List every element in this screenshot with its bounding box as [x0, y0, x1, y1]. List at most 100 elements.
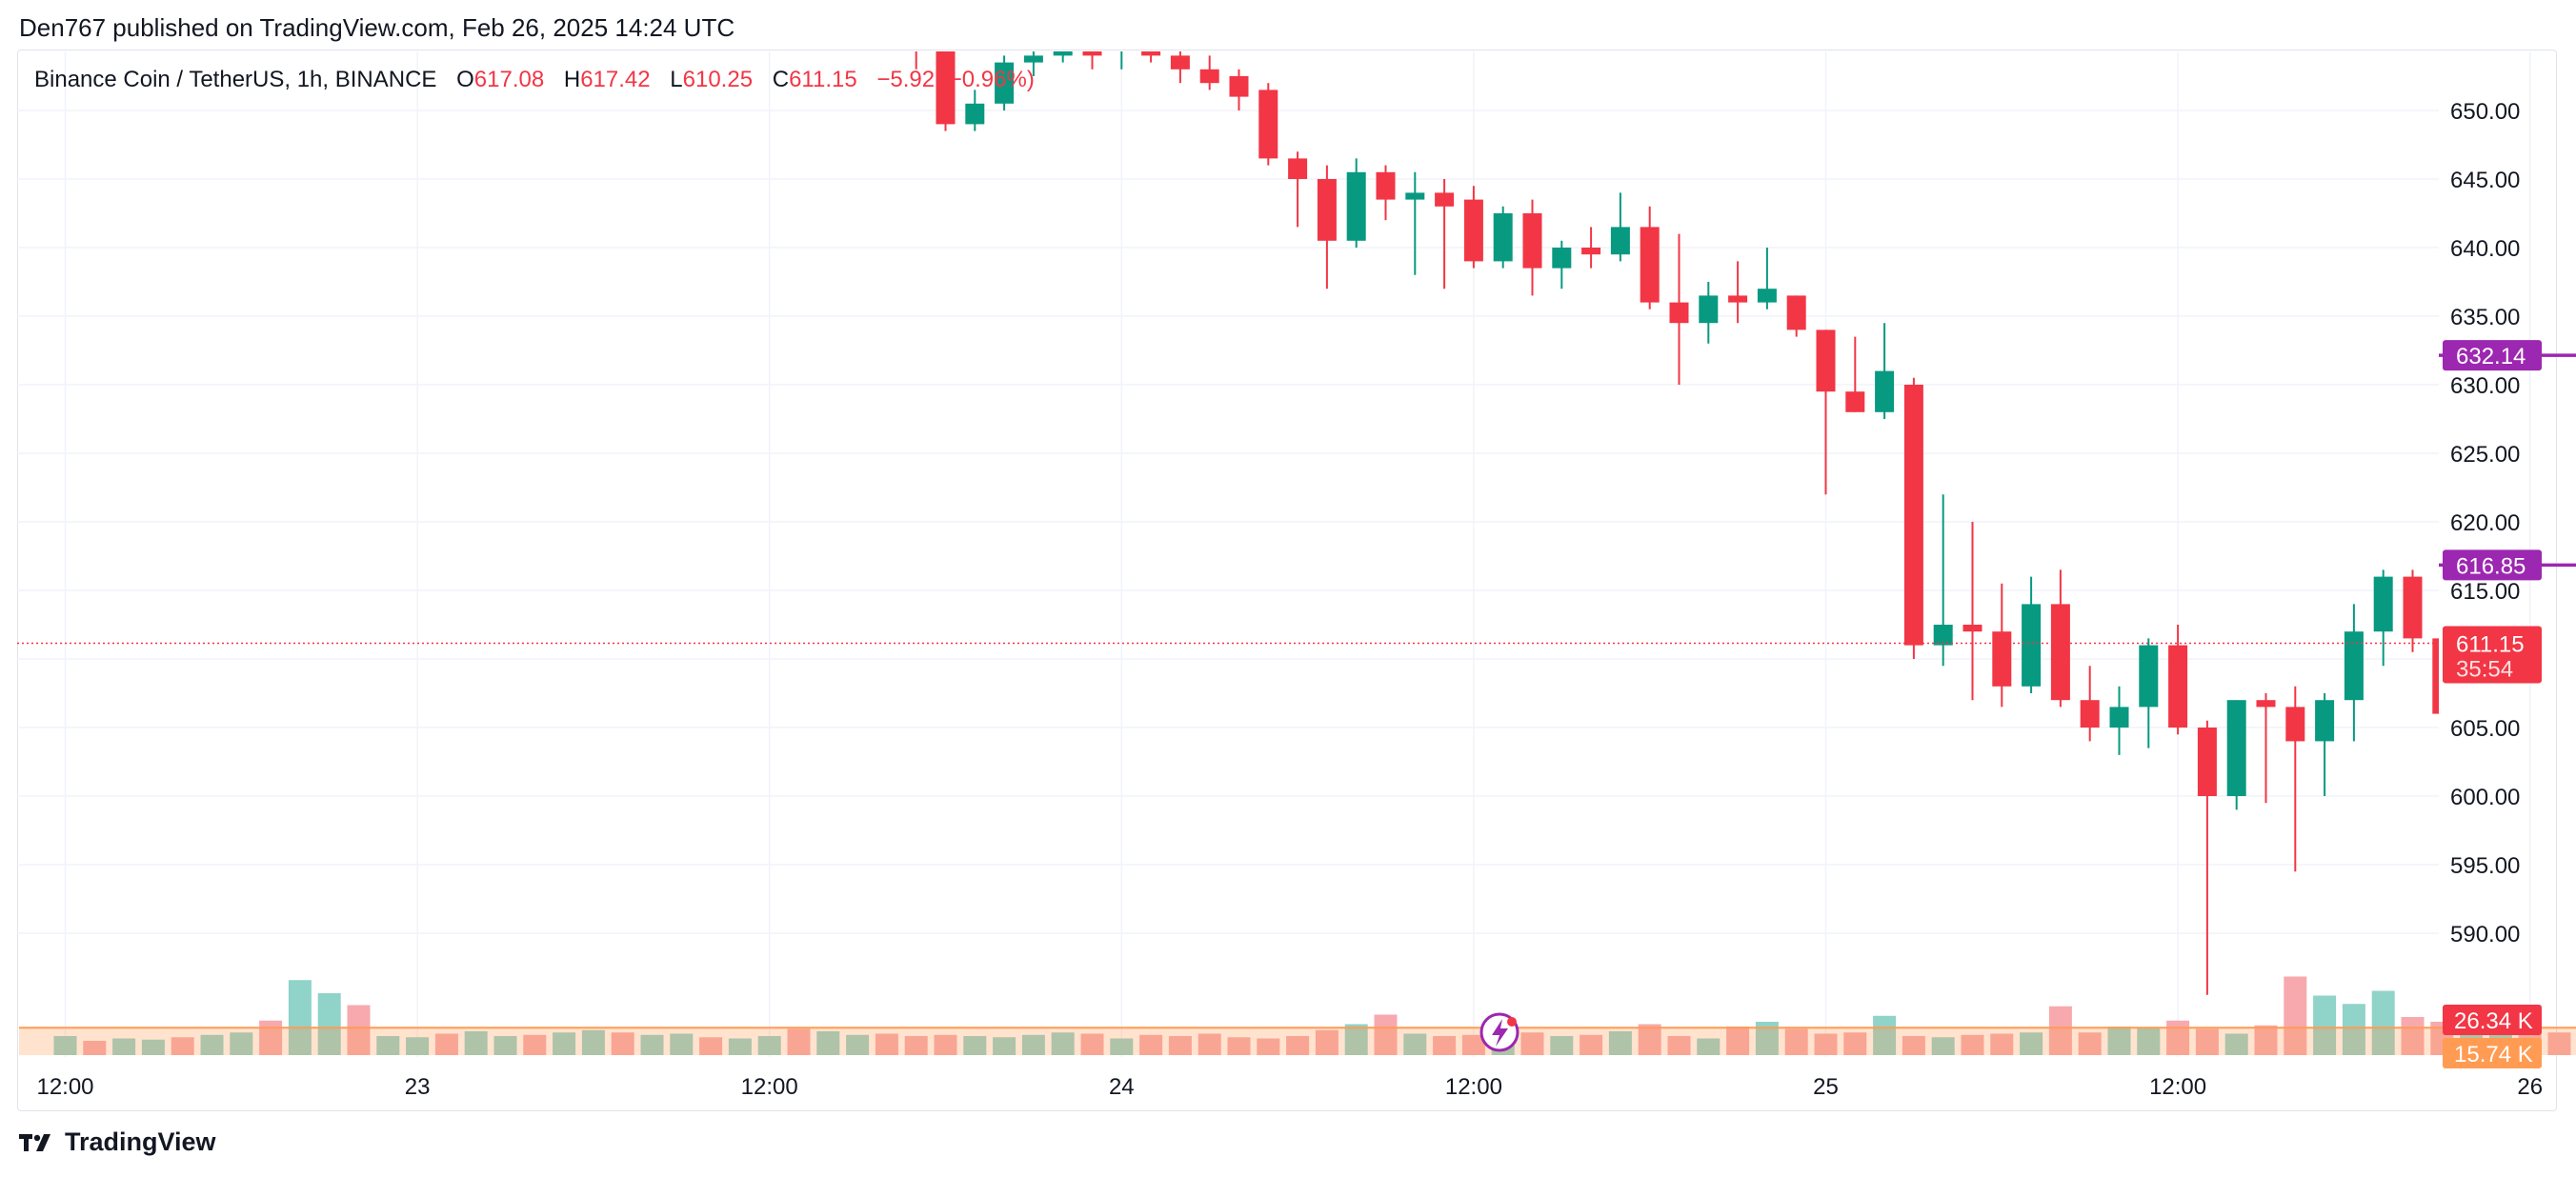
volume-bar — [1257, 1038, 1280, 1055]
volume-bar — [2195, 1028, 2219, 1055]
candle-body — [1053, 51, 1073, 56]
volume-bar — [1344, 1024, 1368, 1055]
volume-bar — [2166, 1020, 2190, 1055]
symbol-title[interactable]: Binance Coin / TetherUS, 1h, BINANCE — [34, 67, 437, 92]
candle-body — [1376, 171, 1396, 200]
volume-bar — [2371, 990, 2395, 1055]
price-tick-label: 645.00 — [2450, 168, 2520, 193]
volume-bar — [1961, 1034, 1984, 1055]
candle — [2373, 569, 2393, 667]
candle-body — [2285, 707, 2305, 742]
candle-body — [1493, 213, 1513, 262]
candle — [1435, 179, 1455, 289]
candle — [1640, 206, 1660, 309]
volume-bar — [670, 1033, 694, 1055]
volume-bar — [1374, 1014, 1398, 1055]
price-tick-label: 630.00 — [2450, 373, 2520, 399]
candle — [2226, 700, 2246, 810]
time-tick-label: 12:00 — [1445, 1074, 1502, 1100]
volume-bar — [1638, 1024, 1661, 1055]
candle-body — [936, 51, 956, 125]
candle — [915, 51, 917, 70]
candle-body — [2168, 645, 2188, 728]
open-label: O — [456, 67, 474, 92]
time-axis[interactable]: 12:002312:002412:002512:002612:002712:00… — [36, 1074, 2576, 1100]
volume-bar — [2107, 1027, 2131, 1055]
volume-bar — [171, 1037, 194, 1055]
volume-bar — [2048, 1006, 2072, 1055]
candle-body — [995, 62, 1015, 104]
volume-bar — [904, 1036, 928, 1055]
candle — [1903, 377, 1923, 659]
volume-bar — [1843, 1032, 1867, 1055]
volume-bar — [1873, 1015, 1897, 1055]
candle — [995, 55, 1015, 110]
candle-body — [2022, 604, 2042, 687]
candle — [1346, 158, 1366, 248]
tradingview-brand[interactable]: TradingView — [19, 1127, 216, 1157]
candle — [1405, 171, 1425, 275]
volume-bar — [83, 1041, 107, 1055]
candle — [2080, 666, 2100, 742]
candle-body — [1786, 295, 1806, 330]
candle-body — [1463, 199, 1483, 262]
low-label: L — [670, 67, 683, 92]
volume-bar — [1784, 1028, 1808, 1055]
volume-bar — [288, 980, 312, 1055]
volume-bar — [1080, 1033, 1104, 1055]
candle — [2022, 576, 2042, 693]
volume-bar — [875, 1033, 898, 1055]
volume-tag — [2443, 1038, 2542, 1068]
candle-body — [1992, 631, 2012, 687]
volume-bar — [2342, 1004, 2365, 1055]
lightning-icon[interactable] — [1479, 1012, 1519, 1052]
chart-frame — [17, 50, 2557, 1111]
candle-body — [1552, 248, 1572, 269]
volume-bar — [317, 993, 341, 1055]
candle-body — [2373, 576, 2393, 632]
level-price-tag — [2443, 340, 2542, 371]
volume-bar — [1139, 1034, 1163, 1055]
candle-body — [1522, 213, 1542, 269]
volume-bar — [963, 1036, 987, 1055]
high-label: H — [563, 67, 581, 92]
candle-body — [1640, 227, 1660, 303]
volume-bar — [1814, 1033, 1838, 1055]
candle-body — [2050, 604, 2070, 701]
price-tick-label: 605.00 — [2450, 716, 2520, 742]
candle — [1082, 51, 1102, 70]
candle-body — [2432, 638, 2439, 714]
bar-countdown-label: 35:54 — [2456, 656, 2513, 682]
volume-bar — [757, 1036, 781, 1055]
volume-bar — [2078, 1032, 2102, 1055]
price-tick-label: 590.00 — [2450, 922, 2520, 948]
volume-bar — [200, 1034, 224, 1055]
volume-bar — [846, 1034, 870, 1055]
close-value: 611.15 — [789, 67, 857, 92]
volume-bar — [1197, 1033, 1221, 1055]
candle-body — [1229, 76, 1249, 97]
candle — [2285, 686, 2305, 872]
volume-bar — [1608, 1031, 1632, 1055]
volume-bar — [434, 1033, 458, 1055]
time-tick-label: 24 — [1109, 1074, 1135, 1100]
candle — [2403, 569, 2423, 652]
candle-body — [1112, 35, 1131, 49]
candle — [1376, 165, 1396, 221]
candle-body — [1669, 302, 1689, 324]
candle — [2109, 686, 2129, 755]
volume-bar — [230, 1032, 253, 1055]
candle-body — [2550, 631, 2569, 652]
candle-body — [2256, 700, 2276, 708]
candle-body — [1141, 51, 1161, 56]
volume-bar — [1286, 1036, 1310, 1055]
candle-body — [1845, 391, 1865, 412]
low-value: 610.25 — [682, 67, 754, 92]
candle — [1933, 494, 1953, 667]
last-price-tag — [2443, 626, 2542, 684]
price-axis[interactable]: 590.00595.00600.00605.00610.00615.00620.… — [2450, 99, 2520, 948]
volume-bar — [1520, 1032, 1544, 1055]
volume-bar — [2137, 1027, 2161, 1055]
volume-tag-label: 15.74 K — [2454, 1042, 2533, 1067]
